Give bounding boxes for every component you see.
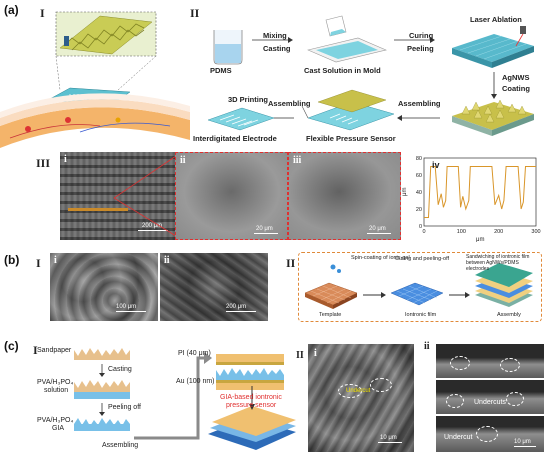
zoom-lines [113, 155, 177, 237]
scalebar-b-i [116, 311, 146, 312]
label-interdigitated-electrode: Interdigitated Electrode [193, 134, 277, 143]
label-assembling-2: Assembling [398, 99, 441, 108]
label-coating: Coating [502, 84, 530, 93]
scalebar-a-ii [254, 233, 278, 234]
label-undercuts: Undercuts [474, 399, 506, 406]
scalebar-c-i [378, 442, 402, 443]
micrograph-b-ii: ii 200 μm [160, 253, 268, 321]
profile-xlabel: μm [476, 237, 484, 242]
scalebar-c-ii [514, 446, 536, 447]
profile-ytick: 20 [416, 207, 422, 213]
scalebar-a-ii-text: 20 μm [256, 226, 273, 232]
label-pi: PI (40 μm) [178, 350, 211, 357]
label-pva-solution-1: PVA/H₃PO₄ [37, 379, 74, 386]
profile-xtick: 100 [457, 229, 466, 235]
profile-ylabel: μm [402, 188, 408, 196]
panel-c-II-label: II [296, 350, 304, 361]
label-undercut-c-i: Undercut [346, 388, 371, 394]
profile-chart: 0 20 40 60 80 0 100 200 300 iv μm μm [402, 152, 542, 243]
panel-b-label: (b) [4, 253, 20, 267]
label-pva-gia-1: PVA/H₃PO₄ [37, 417, 74, 424]
micrograph-b-ii-label: ii [164, 255, 170, 266]
micrograph-a-iii-label: iii [293, 155, 302, 166]
profile-xtick: 0 [422, 229, 425, 235]
label-sensor-2: pressure sensor [226, 402, 277, 409]
label-sandpaper: Sandpaper [37, 347, 72, 354]
label-assembling-1: Assembling [268, 99, 311, 108]
panel-b-II-label: II [286, 256, 296, 270]
skin-sensor-illustration [0, 11, 190, 148]
micrograph-a-ii-label: ii [180, 155, 186, 166]
label-spin-coating: Spin-coating of ionic-gel [351, 255, 410, 261]
label-curing: Curing [409, 31, 434, 40]
panel-a-III-label: III [36, 156, 51, 170]
label-undercut-c-ii: Undercut [444, 434, 473, 441]
label-casting-c: Casting [108, 366, 132, 373]
micrograph-a-i-label: i [64, 154, 67, 165]
panel-b-I-label: I [36, 256, 41, 270]
scalebar-b-i-text: 100 μm [116, 304, 137, 310]
micrograph-c-i: i Undercut 10 μm [308, 344, 414, 452]
panel-c-I-label: I [33, 343, 38, 357]
label-iontronic-film: Iontronic film [405, 312, 437, 318]
label-assembly: Assembly [497, 312, 521, 318]
micrograph-c-ii-top [436, 344, 544, 378]
label-agnws: AgNWS [502, 73, 530, 82]
scalebar-b-ii [226, 311, 256, 312]
micrograph-c-ii-mid: Undercuts [436, 380, 544, 414]
micrograph-c-i-label: i [314, 348, 317, 359]
profile-ytick: 0 [419, 224, 422, 230]
label-laser-ablation: Laser Ablation [470, 15, 522, 24]
label-template: Template [319, 312, 342, 318]
profile-series-line [424, 166, 536, 218]
iontronic-process-box [298, 252, 542, 322]
profile-ytick: 40 [416, 190, 422, 196]
scalebar-a-iii-text: 20 μm [369, 226, 386, 232]
label-casting: Casting [263, 44, 291, 53]
profile-chart-svg: 0 20 40 60 80 0 100 200 300 iv μm μm [402, 156, 541, 243]
label-pdms: PDMS [210, 66, 232, 75]
scalebar-c-i-text: 10 μm [380, 435, 397, 441]
label-curing-peeling: Curing and peeling-off [395, 256, 450, 262]
profile-xtick: 300 [531, 229, 540, 235]
label-cast-solution: Cast Solution in Mold [304, 66, 381, 75]
panel-a-II-label: II [190, 6, 200, 20]
label-pva-solution-2: solution [44, 387, 69, 394]
profile-plot-area [423, 157, 537, 227]
profile-xtick: 200 [494, 229, 503, 235]
panel-a-label: (a) [4, 3, 19, 17]
panel-a-I-label: I [40, 6, 45, 20]
scalebar-a-i [138, 230, 168, 231]
scalebar-a-i-text: 200 μm [142, 223, 163, 229]
panel-c-label: (c) [4, 339, 19, 353]
micrograph-b-i: i 100 μm [50, 253, 158, 321]
gia-process-illustration [74, 348, 296, 450]
profile-ytick: 80 [416, 156, 422, 162]
micrograph-a-iii: iii 20 μm [288, 152, 401, 240]
label-sensor-1: GIA-based iontronic [220, 394, 282, 401]
label-3d-printing: 3D Printing [228, 95, 269, 104]
scalebar-c-ii-text: 10 μm [514, 439, 531, 445]
iontronic-process-svg [304, 263, 533, 309]
fabrication-process-flow [207, 15, 534, 136]
label-sandwiching: Sandwiching of iontronic film between Ag… [466, 254, 530, 272]
scalebar-b-ii-text: 200 μm [226, 304, 247, 310]
label-assembling-c: Assembling [102, 442, 139, 449]
label-au: Au (100 nm) [176, 378, 215, 385]
label-peeling: Peeling [407, 44, 434, 53]
label-mixing: Mixing [263, 31, 287, 40]
micrograph-a-ii: ii 20 μm [175, 152, 288, 240]
label-pva-gia-2: GIA [52, 425, 65, 432]
scalebar-a-iii [367, 233, 391, 234]
label-flexible-pressure-sensor: Flexible Pressure Sensor [306, 134, 396, 143]
profile-ytick: 60 [416, 173, 422, 179]
profile-chart-label: iv [432, 160, 440, 170]
micrograph-c-ii-bottom: Undercut 10 μm [436, 416, 544, 452]
panel-c-ii-label: ii [424, 341, 430, 352]
label-peeling-off: Peeling off [108, 404, 141, 411]
micrograph-b-i-label: i [54, 255, 57, 266]
